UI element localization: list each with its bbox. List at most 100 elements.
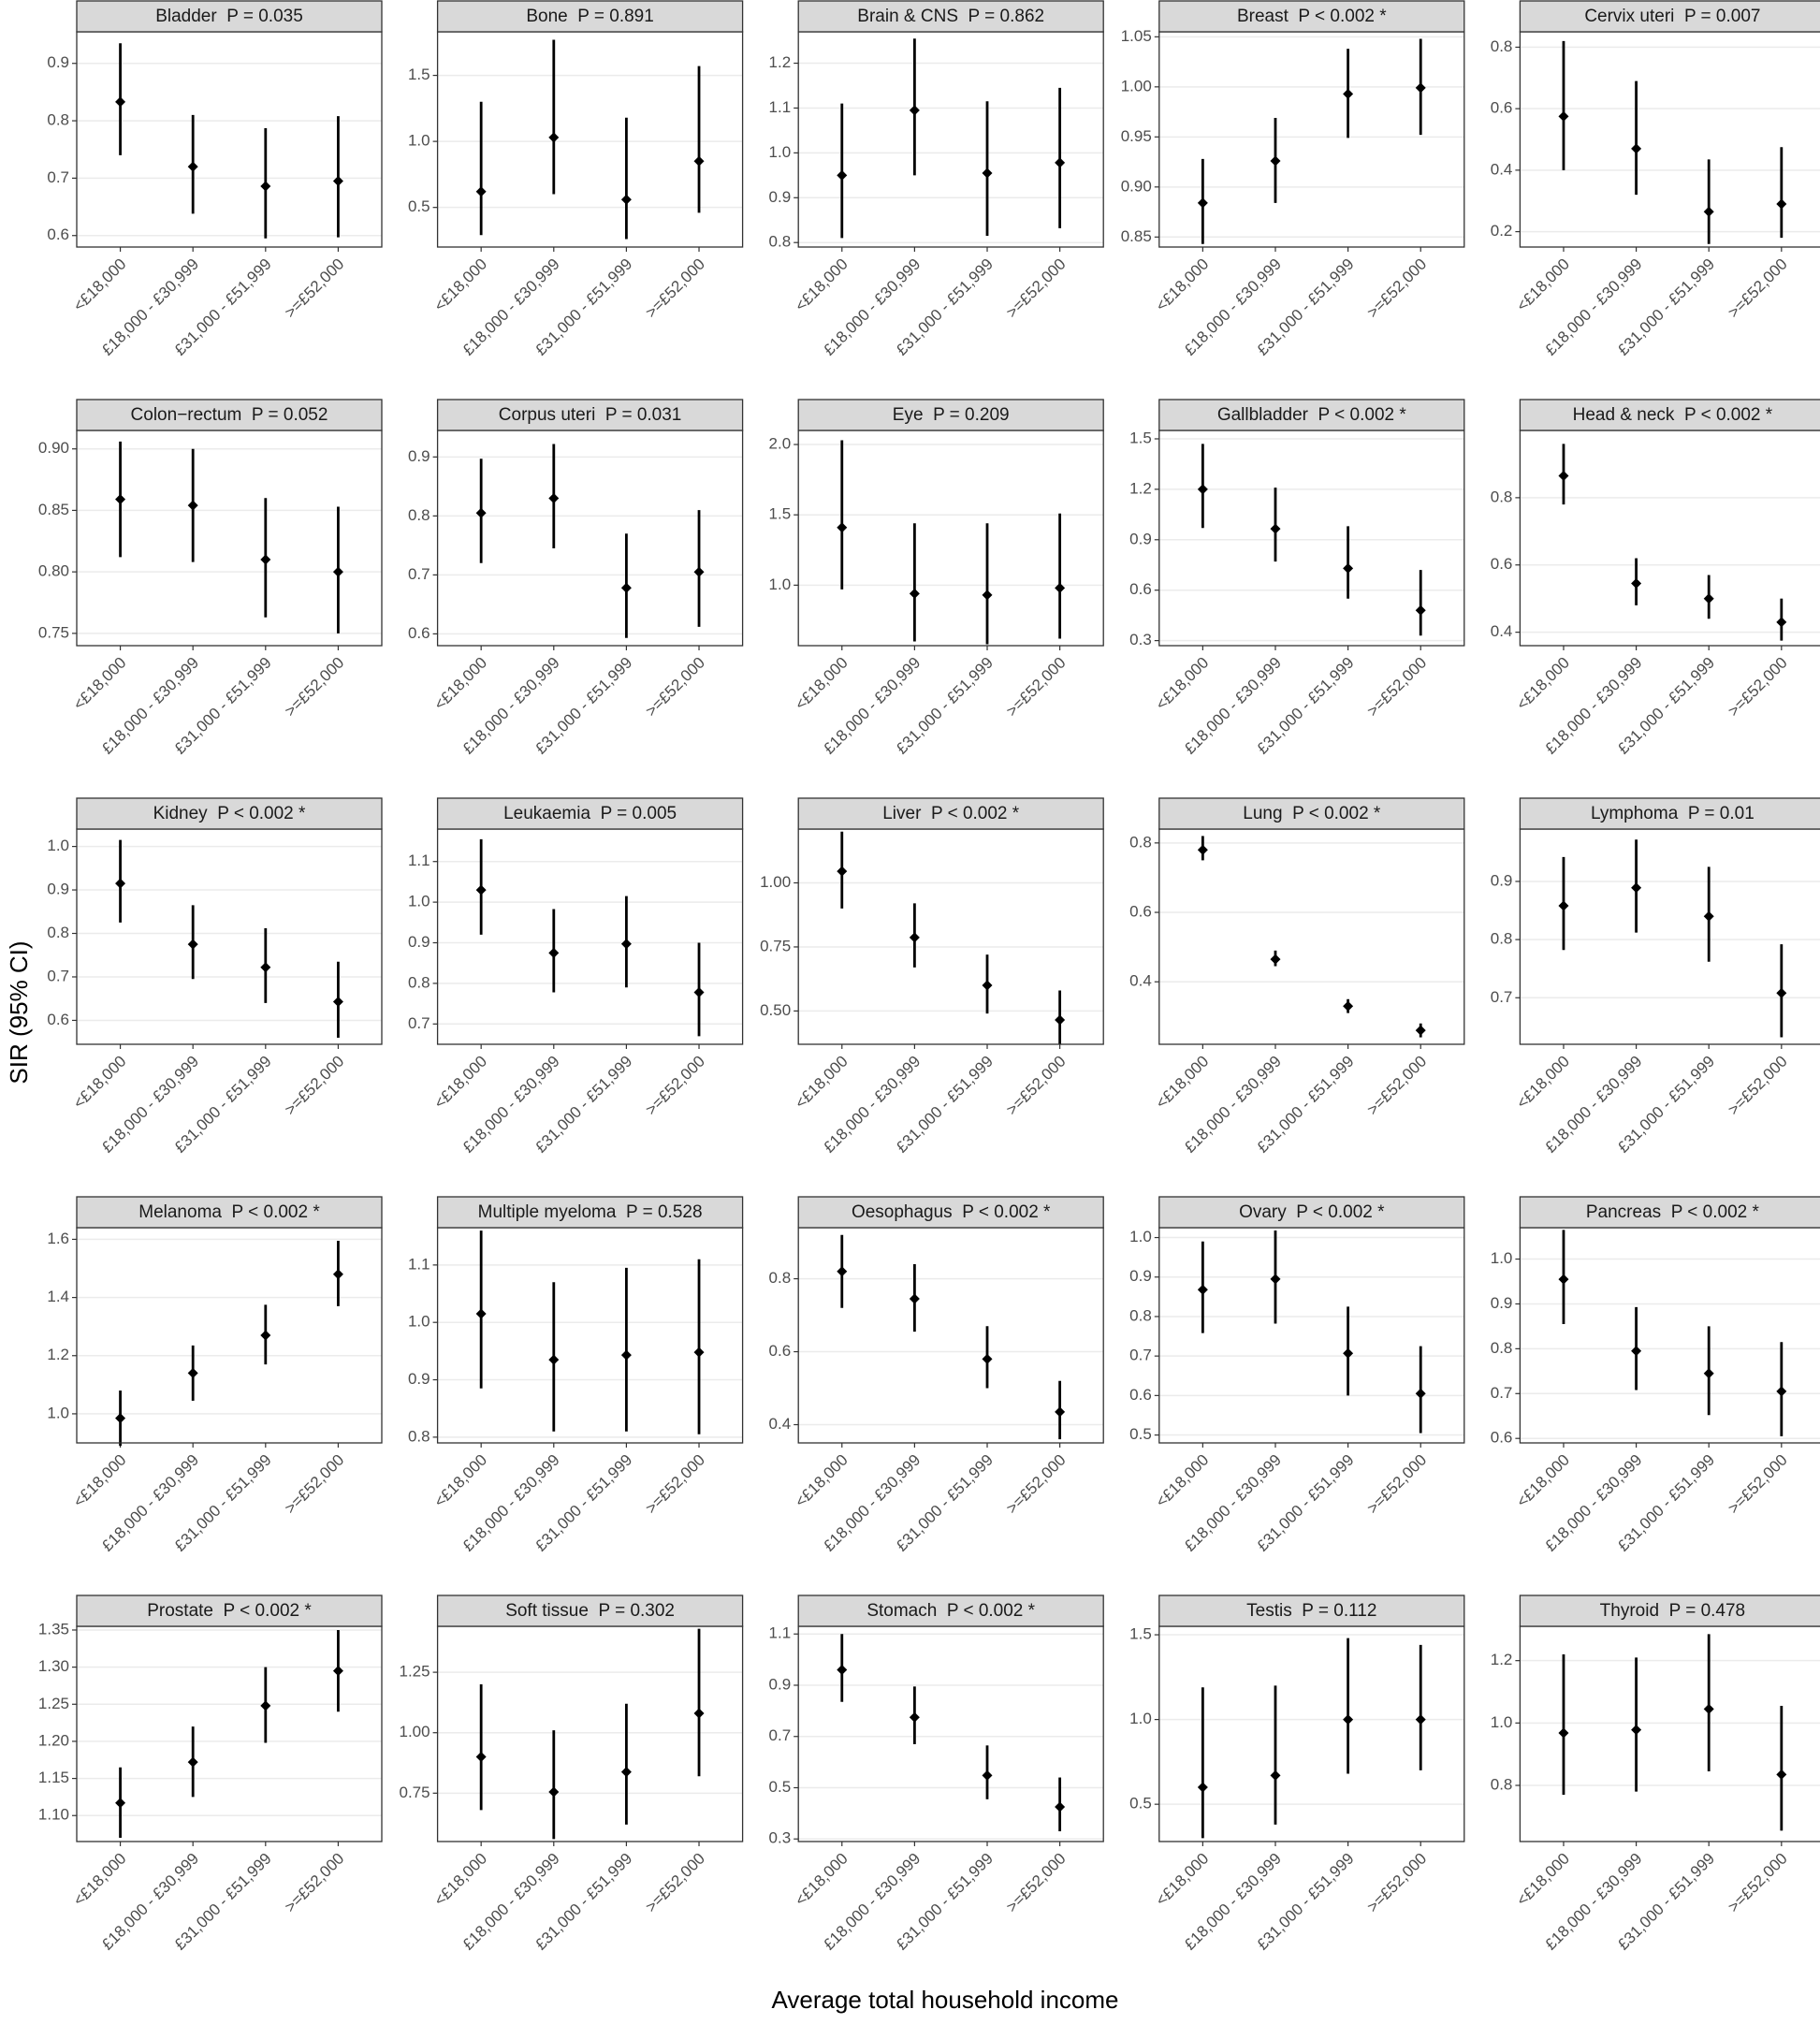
point <box>620 582 632 593</box>
x-tick-label: >=£52,000 <box>642 255 708 322</box>
x-axis-title: Average total household income <box>772 1986 1119 2014</box>
y-tick-label: 0.8 <box>408 1427 430 1445</box>
point <box>982 980 993 991</box>
point <box>1055 582 1066 593</box>
point <box>1703 593 1714 604</box>
y-tick-label: 0.6 <box>1129 903 1152 921</box>
y-tick-label: 0.6 <box>1491 1429 1513 1447</box>
x-tick-label: >=£52,000 <box>1003 255 1070 322</box>
strip <box>797 797 1104 830</box>
y-tick-label: 0.8 <box>1129 833 1152 851</box>
panel-background <box>798 829 1104 1044</box>
y-tick-label: 1.0 <box>1491 1249 1513 1267</box>
x-tick-label: >=£52,000 <box>281 654 347 721</box>
point <box>1703 206 1714 217</box>
y-tick-label: 0.7 <box>769 1726 792 1744</box>
point <box>332 175 343 186</box>
point <box>187 161 198 172</box>
strip <box>1519 1594 1820 1627</box>
point <box>1343 1714 1354 1725</box>
y-tick-label: 0.8 <box>47 924 69 941</box>
panel-title: Brain & CNS P = 0.862 <box>857 7 1044 26</box>
x-tick-label: <£18,000 <box>430 255 490 315</box>
x-tick-label: >=£52,000 <box>642 1053 708 1119</box>
point <box>1197 844 1208 855</box>
point <box>837 169 848 181</box>
x-tick-label: <£18,000 <box>1513 1850 1573 1910</box>
y-tick-label: 1.1 <box>769 98 792 116</box>
strip <box>1158 1594 1465 1627</box>
panel-title: Lung P < 0.002 * <box>1243 804 1381 823</box>
panel-title: Eye P = 0.209 <box>893 405 1010 425</box>
panel-background <box>1158 1626 1464 1842</box>
strip <box>1158 399 1465 431</box>
point <box>1197 1284 1208 1295</box>
panel-title: Bladder P = 0.035 <box>155 7 303 26</box>
y-tick-label: 0.7 <box>47 168 69 186</box>
point <box>1415 1388 1426 1399</box>
point <box>1055 1406 1066 1418</box>
point <box>1703 1703 1714 1714</box>
y-tick-label: 0.7 <box>1129 1347 1152 1364</box>
y-tick-label: 0.4 <box>1491 160 1513 178</box>
y-tick-label: 0.9 <box>1491 1294 1513 1312</box>
panel-title: Thyroid P = 0.478 <box>1600 1601 1745 1621</box>
y-tick-label: 0.8 <box>1491 1775 1513 1793</box>
y-tick-label: 0.7 <box>47 967 69 984</box>
y-tick-label: 1.00 <box>400 1723 430 1740</box>
y-tick-label: 0.7 <box>408 565 430 583</box>
point <box>187 1756 198 1768</box>
y-tick-label: 1.0 <box>408 1313 430 1331</box>
y-tick-label: 1.5 <box>1129 1625 1152 1643</box>
point <box>187 939 198 950</box>
strip <box>797 399 1104 431</box>
x-tick-label: <£18,000 <box>1152 1850 1212 1910</box>
panel-title: Gallbladder P < 0.002 * <box>1217 405 1407 425</box>
panel-title: Pancreas P < 0.002 * <box>1586 1202 1760 1222</box>
panel-title: Stomach P < 0.002 * <box>866 1601 1035 1621</box>
x-tick-label: >=£52,000 <box>1003 1850 1070 1916</box>
point <box>909 1711 920 1723</box>
panel-title: Soft tissue P = 0.302 <box>505 1601 675 1621</box>
point <box>837 866 848 877</box>
panel-title: Oesophagus P < 0.002 * <box>852 1202 1051 1222</box>
panel-title: Kidney P < 0.002 * <box>153 804 306 823</box>
y-tick-label: 1.2 <box>47 1346 69 1363</box>
point <box>620 1767 632 1778</box>
y-tick-label: 1.0 <box>47 1404 69 1421</box>
point <box>1270 954 1281 965</box>
point <box>909 105 920 116</box>
x-tick-label: >=£52,000 <box>1003 1451 1070 1518</box>
y-tick-label: 0.8 <box>408 506 430 524</box>
point <box>1197 1782 1208 1793</box>
y-tick-label: 1.0 <box>408 132 430 150</box>
panel-title: Cervix uteri P = 0.007 <box>1584 7 1760 26</box>
panel-background <box>77 32 382 247</box>
point <box>693 1347 705 1358</box>
panel-title: Melanoma P < 0.002 * <box>138 1202 320 1222</box>
x-tick-label: <£18,000 <box>792 654 852 714</box>
point <box>332 1666 343 1677</box>
panel-background <box>1158 430 1464 646</box>
strip <box>436 797 744 830</box>
panel-title: Liver P < 0.002 * <box>882 804 1020 823</box>
y-tick-label: 0.8 <box>769 233 792 251</box>
point <box>1776 617 1787 628</box>
point <box>1558 1727 1569 1739</box>
x-tick-label: >=£52,000 <box>642 654 708 721</box>
panel-background <box>77 829 382 1044</box>
panel-background <box>437 32 743 247</box>
panel-background <box>1158 1228 1464 1443</box>
x-tick-label: <£18,000 <box>70 1850 130 1910</box>
y-tick-label: 1.0 <box>1491 1713 1513 1731</box>
y-tick-label: 1.1 <box>408 1255 430 1273</box>
point <box>982 167 993 179</box>
y-tick-label: 0.9 <box>769 1675 792 1693</box>
point <box>982 1353 993 1364</box>
y-tick-label: 1.1 <box>769 1624 792 1642</box>
panel-background <box>437 829 743 1044</box>
x-tick-label: <£18,000 <box>1152 1053 1212 1113</box>
point <box>1558 1274 1569 1285</box>
y-tick-label: 0.4 <box>1129 972 1152 990</box>
